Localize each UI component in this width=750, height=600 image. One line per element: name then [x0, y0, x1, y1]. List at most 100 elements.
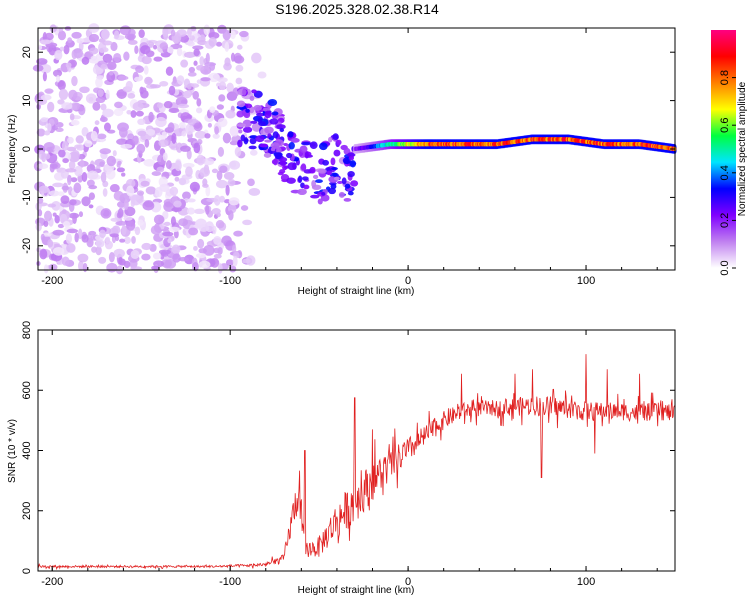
spectrogram-cell — [36, 58, 48, 65]
spectrogram-cell — [141, 253, 151, 261]
spectrogram-cell — [186, 198, 196, 203]
spectrogram-cell — [186, 207, 196, 215]
spectrogram-cell — [102, 53, 113, 63]
spectrogram-cell — [81, 234, 89, 243]
spectrogram-cell — [123, 199, 129, 211]
spectrogram-cell — [55, 74, 61, 83]
spectrogram-cell — [330, 157, 336, 166]
spectrogram-cell — [278, 156, 288, 163]
spectrogram-cell — [194, 130, 207, 139]
spectrogram-cell — [73, 182, 82, 194]
spectrogram-cell — [328, 187, 337, 195]
spectrogram-cell — [178, 122, 186, 129]
spectrogram-cell — [301, 141, 311, 146]
spectrogram-cell — [197, 238, 205, 249]
y-tick-label: 200 — [21, 502, 33, 520]
spectrogram-cell — [102, 108, 114, 118]
spectrogram-cell — [66, 243, 76, 253]
spectrogram-cell — [137, 219, 144, 226]
spectrogram-cell — [279, 128, 285, 133]
spectrogram-cell — [205, 185, 211, 197]
spectrogram-cell — [171, 244, 181, 255]
spectrogram-cell — [163, 30, 169, 41]
spectrogram-cell — [70, 177, 78, 183]
spectrogram-cell — [205, 221, 215, 233]
x-tick-label: -100 — [219, 275, 241, 287]
spectrogram-cell — [248, 145, 257, 150]
spectrogram-cell — [158, 139, 169, 148]
spectrogram-x-ticks: -200 -100 0 100 — [41, 28, 658, 287]
spectrogram-cell — [67, 174, 72, 186]
spectrogram-cell — [155, 116, 167, 128]
colorbar-ticks: 0.0 0.2 0.4 0.6 0.8 — [719, 70, 736, 276]
spectrogram-cell — [66, 146, 77, 152]
snr-background — [38, 330, 675, 571]
spectrogram-cell — [58, 149, 66, 158]
spectrogram-cell — [130, 266, 143, 271]
spectrogram-cell — [190, 25, 197, 32]
spectrogram-cell — [257, 71, 267, 79]
spectrogram-cell — [228, 197, 240, 206]
spectrogram-x-label: Height of straight line (km) — [298, 286, 415, 297]
colorbar-tick-label: 0.8 — [719, 70, 731, 85]
spectrogram-cell — [178, 177, 187, 186]
spectrogram-cell — [215, 179, 228, 189]
spectrogram-cell — [348, 155, 355, 161]
spectrogram-cell — [36, 128, 46, 137]
spectrogram-cell — [217, 263, 223, 274]
spectrogram-cell — [192, 45, 204, 50]
spectrogram-cell — [269, 118, 279, 125]
spectrogram-cell — [189, 181, 200, 192]
spectrogram-cell — [171, 132, 177, 144]
spectrogram-cell — [161, 131, 167, 137]
spectrogram-cell — [88, 230, 97, 236]
spectrogram-y-ticks: 20 10 0 -10 -20 — [21, 46, 675, 254]
spectrogram-cell — [110, 217, 121, 222]
spectrogram-cell — [153, 56, 163, 62]
spectrogram-cell — [64, 26, 72, 31]
spectrogram-cell — [106, 262, 118, 273]
spectrogram-cell — [267, 99, 278, 107]
spectrogram-cell — [130, 199, 136, 208]
spectrogram-cell — [234, 146, 242, 157]
spectrogram-cell — [61, 256, 70, 266]
spectrogram-cell — [152, 252, 162, 260]
spectrogram-cell — [114, 101, 123, 109]
spectrogram-cell — [264, 110, 272, 119]
spectrogram-cell — [44, 130, 51, 136]
spectrogram-cell — [319, 142, 328, 151]
spectrogram-cell — [116, 89, 127, 99]
spectrogram-cell — [253, 104, 262, 111]
spectrogram-cell — [197, 40, 208, 46]
spectrogram-cell — [236, 100, 246, 108]
spectrogram-cell — [347, 170, 355, 178]
spectrogram-cell — [180, 59, 189, 68]
spectrogram-cell — [108, 251, 115, 263]
spectrogram-cell — [156, 102, 163, 109]
spectrogram-cell — [228, 210, 234, 221]
snr-series — [37, 354, 675, 571]
spectrogram-cell — [188, 227, 199, 236]
spectrogram-cell — [279, 169, 286, 174]
spectrogram-cell — [107, 61, 117, 71]
spectrogram-cell — [48, 263, 58, 271]
spectrogram-cell — [65, 168, 77, 173]
spectrogram-cell — [159, 81, 169, 87]
spectrogram-cell — [204, 133, 211, 139]
spectrogram-cell — [205, 52, 210, 64]
spectrogram-cell — [154, 186, 163, 198]
spectrogram-cell — [47, 101, 55, 113]
spectrogram-cell — [168, 85, 176, 96]
spectrogram-cell — [37, 197, 44, 204]
spectrogram-cell — [113, 30, 120, 40]
spectrogram-cell — [135, 110, 144, 117]
colorbar-tick-label: 0.6 — [719, 118, 731, 133]
spectrogram-cell — [126, 110, 132, 115]
spectrogram-cell — [336, 180, 343, 184]
spectrogram-cell — [159, 42, 169, 50]
spectrogram-cell — [132, 101, 144, 111]
spectrogram-cell — [211, 168, 219, 174]
spectrogram-cell — [135, 65, 144, 73]
x-tick-label: -200 — [41, 275, 63, 287]
